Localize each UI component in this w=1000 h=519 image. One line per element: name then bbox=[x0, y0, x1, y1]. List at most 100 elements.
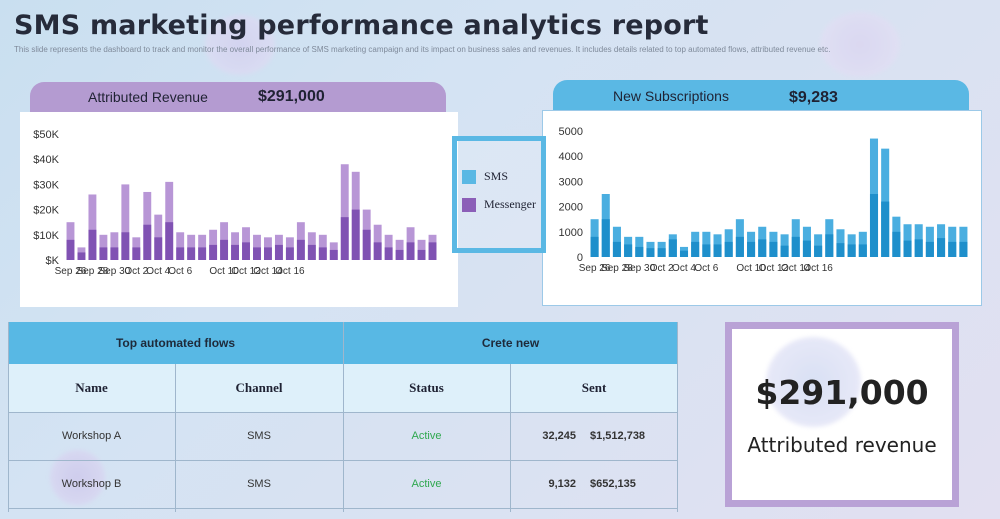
bar-dark bbox=[937, 238, 946, 257]
row-channel: SMS bbox=[247, 430, 271, 442]
bar-total bbox=[121, 184, 130, 260]
column-header-name: Name bbox=[8, 364, 175, 412]
bar-dark bbox=[892, 231, 901, 257]
x-tick-label: Sep 30 bbox=[99, 266, 131, 277]
column-header-status: Status bbox=[343, 364, 510, 412]
x-tick-label: Oct 14 bbox=[253, 266, 283, 277]
row-status: Active bbox=[411, 478, 442, 490]
bar-dark bbox=[925, 241, 934, 257]
table-divider bbox=[510, 364, 511, 512]
bar-messenger bbox=[176, 247, 185, 260]
bar-dark bbox=[657, 248, 666, 257]
row-sent-amount: $652,135 bbox=[590, 478, 636, 490]
table-divider bbox=[343, 322, 344, 512]
bar-dark bbox=[825, 234, 834, 257]
subscriptions-header-value: $9,283 bbox=[789, 89, 838, 106]
legend-item-messenger: Messenger bbox=[462, 197, 536, 212]
bar-dark bbox=[903, 240, 912, 257]
bar-messenger bbox=[143, 224, 152, 260]
bar-dark bbox=[881, 201, 890, 257]
bar-dark bbox=[679, 250, 689, 257]
x-tick-label: Oct 6 bbox=[694, 263, 718, 274]
bar-messenger bbox=[165, 222, 174, 260]
bar-messenger bbox=[285, 247, 294, 260]
y-tick-label: $10K bbox=[33, 230, 59, 242]
row-sent-amount: $1,512,738 bbox=[590, 430, 646, 442]
x-tick-label: Sep 26 bbox=[579, 263, 611, 274]
bar-messenger bbox=[373, 242, 382, 260]
table-divider bbox=[8, 322, 9, 512]
bar-messenger bbox=[428, 242, 437, 260]
subscriptions-chart-panel: 0 1000 2000 3000 4000 5000 Sep 26 Sep 28 Sep 30 O… bbox=[542, 110, 982, 306]
bar-dark bbox=[858, 244, 867, 257]
legend-swatch-sms bbox=[462, 169, 476, 184]
bar-messenger bbox=[264, 247, 272, 260]
column-header-channel: Channel bbox=[175, 364, 343, 412]
bar-messenger bbox=[242, 242, 250, 260]
bar-dark bbox=[836, 243, 845, 257]
bar-dark bbox=[847, 244, 856, 257]
table-divider bbox=[8, 460, 678, 461]
column-header-sent: Sent bbox=[510, 364, 678, 412]
bar-messenger bbox=[296, 239, 305, 260]
x-tick-label: Sep 30 bbox=[623, 263, 655, 274]
group-header-create-new[interactable]: Crete new bbox=[343, 322, 678, 364]
y-tick-label: 0 bbox=[577, 252, 583, 264]
bar-messenger bbox=[362, 229, 371, 260]
row-status: Active bbox=[411, 430, 442, 442]
bar-total bbox=[88, 194, 97, 260]
bar-messenger bbox=[318, 247, 327, 260]
bar-messenger bbox=[231, 244, 239, 260]
bar-dark bbox=[791, 236, 800, 257]
y-tick-label: 5000 bbox=[559, 126, 583, 138]
bar-dark bbox=[635, 246, 644, 257]
x-tick-label: Oct 16 bbox=[275, 266, 305, 277]
bar-messenger bbox=[110, 247, 119, 260]
chart-legend: SMS Messenger bbox=[452, 136, 546, 253]
x-tick-label: Oct 4 bbox=[146, 266, 170, 277]
x-tick-label: Oct 16 bbox=[803, 263, 833, 274]
decorative-blob bbox=[766, 337, 861, 427]
bar-dark bbox=[914, 239, 923, 257]
bar-dark bbox=[590, 236, 599, 257]
bar-dark bbox=[601, 219, 610, 257]
bar-dark bbox=[814, 245, 823, 257]
bar-total bbox=[165, 181, 174, 260]
kpi-card: $291,000 Attributed revenue bbox=[725, 322, 959, 507]
x-tick-label: Oct 10 bbox=[736, 263, 766, 274]
x-tick-label: Sep 26 bbox=[55, 266, 87, 277]
bar-total bbox=[340, 164, 349, 260]
bar-dark bbox=[624, 244, 633, 257]
legend-label-sms: SMS bbox=[484, 169, 509, 183]
kpi-label: Attributed revenue bbox=[747, 433, 937, 457]
page-title: SMS marketing performance analytics repo… bbox=[14, 10, 709, 41]
revenue-header-label: Attributed Revenue bbox=[88, 89, 208, 105]
x-tick-label: Oct 14 bbox=[781, 263, 811, 274]
row-sent-count: 9,132 bbox=[548, 478, 576, 490]
decorative-blob bbox=[50, 450, 105, 505]
bar-messenger bbox=[132, 247, 141, 260]
y-tick-label: $K bbox=[46, 255, 60, 267]
revenue-header: Attributed Revenue $291,000 bbox=[30, 82, 446, 114]
y-tick-label: $30K bbox=[33, 179, 59, 191]
subscriptions-header-label: New Subscriptions bbox=[613, 88, 729, 104]
table-divider bbox=[175, 364, 176, 512]
x-tick-label: Oct 12 bbox=[759, 263, 789, 274]
x-tick-label: Oct 2 bbox=[124, 266, 148, 277]
row-channel: SMS bbox=[247, 478, 271, 490]
bar-messenger bbox=[253, 247, 261, 260]
x-tick-label: Oct 10 bbox=[209, 266, 239, 277]
bar-messenger bbox=[99, 247, 108, 260]
bar-dark bbox=[713, 244, 722, 257]
bar-messenger bbox=[121, 232, 130, 260]
bar-dark bbox=[668, 239, 677, 257]
x-tick-label: Sep 28 bbox=[601, 263, 633, 274]
y-tick-label: 2000 bbox=[559, 202, 583, 214]
decorative-blob bbox=[205, 15, 275, 75]
bar-dark bbox=[758, 239, 767, 257]
row-name: Workshop A bbox=[61, 430, 122, 442]
table-divider bbox=[8, 412, 678, 413]
bar-messenger bbox=[417, 249, 426, 260]
bar-messenger bbox=[384, 247, 393, 260]
